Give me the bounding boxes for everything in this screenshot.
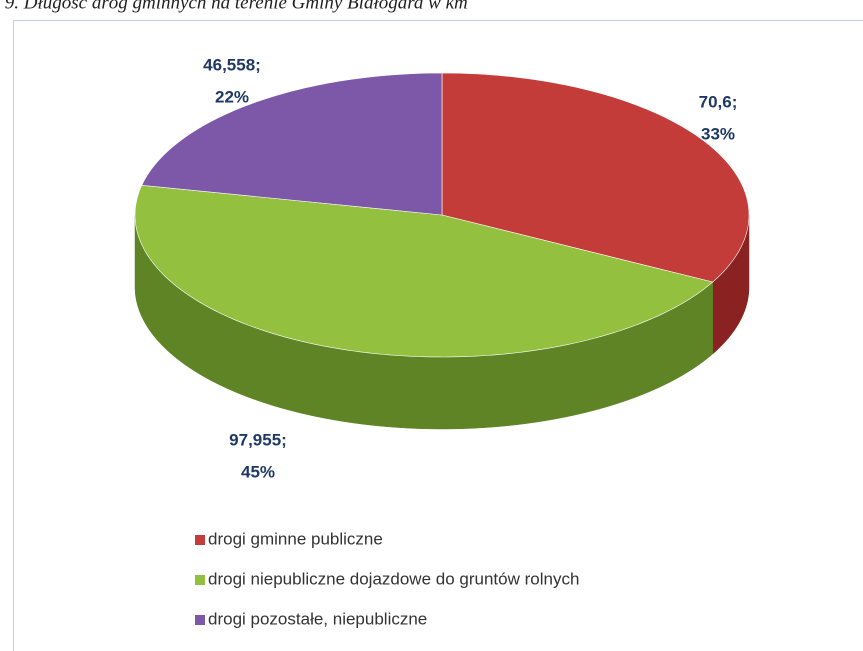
legend-swatch <box>195 615 205 625</box>
legend-swatch <box>195 575 205 585</box>
data-label: 97,955; <box>229 430 287 449</box>
data-label-percent: 33% <box>701 124 735 143</box>
data-label: 46,558; <box>203 55 261 74</box>
legend-label: drogi gminne publiczne <box>208 529 383 548</box>
slice <box>134 184 714 358</box>
data-label-percent: 45% <box>241 462 275 481</box>
legend-label: drogi pozostałe, niepubliczne <box>208 609 427 628</box>
chart-title: r. 9. Długość dróg gminnych na terenie G… <box>0 0 468 13</box>
chart-frame <box>13 20 863 651</box>
legend-swatch <box>195 535 205 545</box>
data-label-percent: 22% <box>215 87 249 106</box>
legend-label: drogi niepubliczne dojazdowe do gruntów … <box>208 569 579 588</box>
data-label: 70,6; <box>699 92 738 111</box>
slice <box>141 72 443 216</box>
slice <box>441 72 750 283</box>
